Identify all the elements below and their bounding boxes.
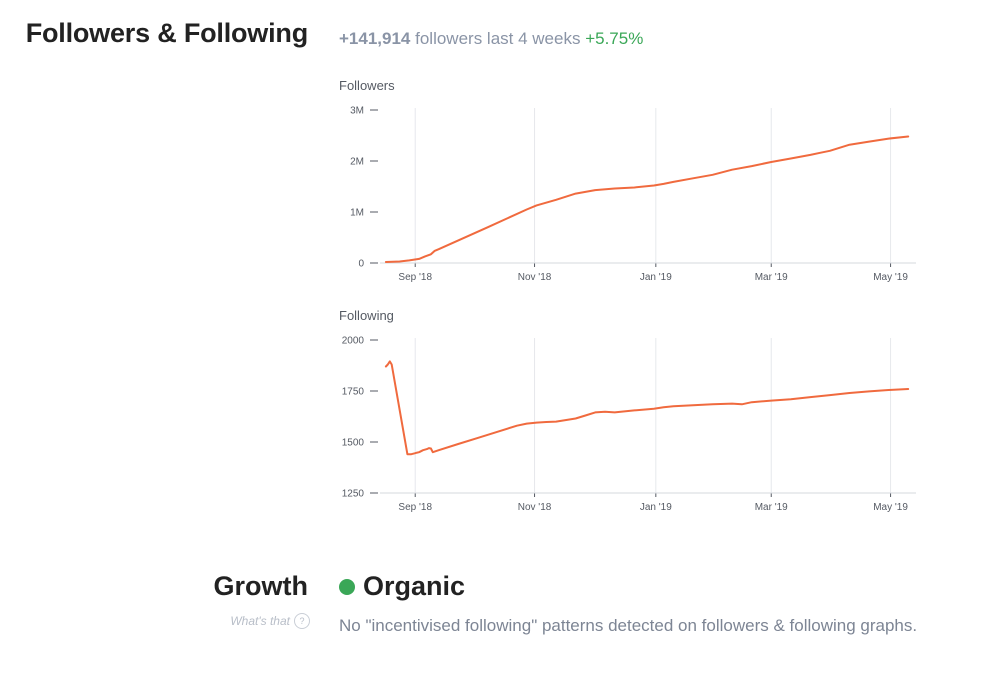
growth-description: No "incentivised following" patterns det…: [339, 616, 918, 635]
help-icon[interactable]: ?: [294, 613, 310, 629]
followers-x-tick-label: Nov '18: [518, 272, 552, 283]
following-y-tick-label: 1750: [342, 387, 365, 398]
following-x-tick-label: May '19: [873, 502, 908, 513]
following-chart-title: Following: [339, 308, 394, 323]
whats-that-label: What's that: [230, 614, 290, 628]
following-x-tick-label: Mar '19: [755, 502, 788, 513]
followers-x-tick-label: May '19: [873, 272, 908, 283]
growth-title: Growth: [213, 571, 309, 601]
followers-delta: +141,914: [339, 29, 411, 48]
followers-percent-change: +5.75%: [585, 29, 644, 48]
section-title: Followers & Following: [25, 18, 308, 48]
followers-y-tick-label: 3M: [350, 106, 364, 117]
followers-y-tick-label: 0: [358, 259, 364, 270]
growth-status: Organic: [339, 571, 465, 602]
following-chart: Sep '18 Nov '18 Jan '19 Mar '19 May '19 1250 1…: [342, 336, 916, 513]
following-y-tick-label: 2000: [342, 336, 365, 347]
followers-series-line: [384, 135, 910, 263]
followers-y-tick-label: 2M: [350, 157, 364, 168]
status-dot-icon: [339, 578, 355, 595]
following-series-line: [384, 360, 910, 456]
whats-that-link[interactable]: What's that ?: [230, 613, 310, 629]
followers-y-tick-label: 1M: [350, 208, 364, 219]
following-y-tick-label: 1250: [342, 489, 365, 500]
following-x-tick-label: Jan '19: [640, 502, 672, 513]
growth-status-label: Organic: [363, 571, 466, 601]
followers-x-tick-label: Jan '19: [640, 272, 672, 283]
followers-chart: Sep '18 Nov '18 Jan '19 Mar '19 May '19 0 1M 2M…: [350, 106, 916, 283]
followers-chart-title: Followers: [339, 78, 395, 93]
followers-summary: +141,914 followers last 4 weeks +5.75%: [339, 29, 643, 49]
following-x-tick-label: Sep '18: [398, 502, 432, 513]
following-x-tick-label: Nov '18: [518, 502, 552, 513]
followers-summary-text: followers last 4 weeks: [410, 29, 586, 48]
following-y-tick-label: 1500: [342, 438, 365, 449]
followers-x-tick-label: Mar '19: [755, 272, 788, 283]
followers-x-tick-label: Sep '18: [398, 272, 432, 283]
